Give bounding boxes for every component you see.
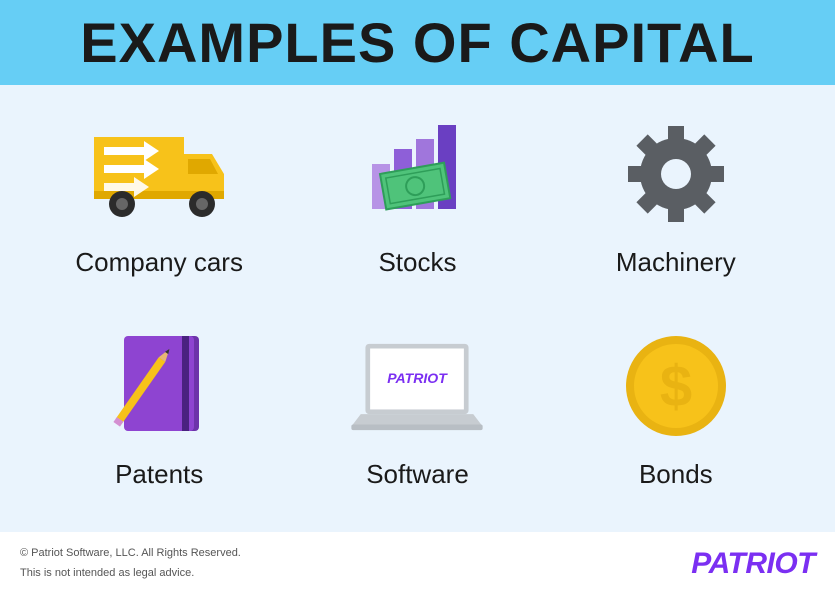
cell-label: Machinery: [616, 247, 736, 278]
page-title: EXAMPLES OF CAPITAL: [0, 10, 835, 75]
footer-logo: PATRIOT: [691, 547, 815, 581]
cell-label: Company cars: [75, 247, 243, 278]
cell-label: Bonds: [639, 459, 713, 490]
svg-text:$: $: [660, 354, 692, 419]
cell-company-cars: Company cars: [40, 109, 278, 311]
stocks-icon: [342, 109, 492, 239]
gear-icon: [601, 109, 751, 239]
disclaimer-text: This is not intended as legal advice.: [20, 564, 241, 584]
laptop-logo-text: PATRIOT: [388, 370, 449, 386]
cell-label: Software: [366, 459, 469, 490]
infographic-container: EXAMPLES OF CAPITAL Company cars: [0, 0, 835, 600]
cell-patents: Patents: [40, 321, 278, 523]
footer-text: © Patriot Software, LLC. All Rights Rese…: [20, 544, 241, 584]
examples-grid: Company cars Stocks: [0, 85, 835, 532]
footer: © Patriot Software, LLC. All Rights Rese…: [0, 532, 835, 600]
laptop-icon: PATRIOT: [342, 321, 492, 451]
truck-icon: [84, 109, 234, 239]
notebook-icon: [84, 321, 234, 451]
header-bar: EXAMPLES OF CAPITAL: [0, 0, 835, 85]
cell-label: Stocks: [378, 247, 456, 278]
coin-icon: $: [601, 321, 751, 451]
copyright-text: © Patriot Software, LLC. All Rights Rese…: [20, 544, 241, 564]
cell-machinery: Machinery: [557, 109, 795, 311]
cell-bonds: $ Bonds: [557, 321, 795, 523]
cell-software: PATRIOT Software: [298, 321, 536, 523]
cell-label: Patents: [115, 459, 203, 490]
cell-stocks: Stocks: [298, 109, 536, 311]
